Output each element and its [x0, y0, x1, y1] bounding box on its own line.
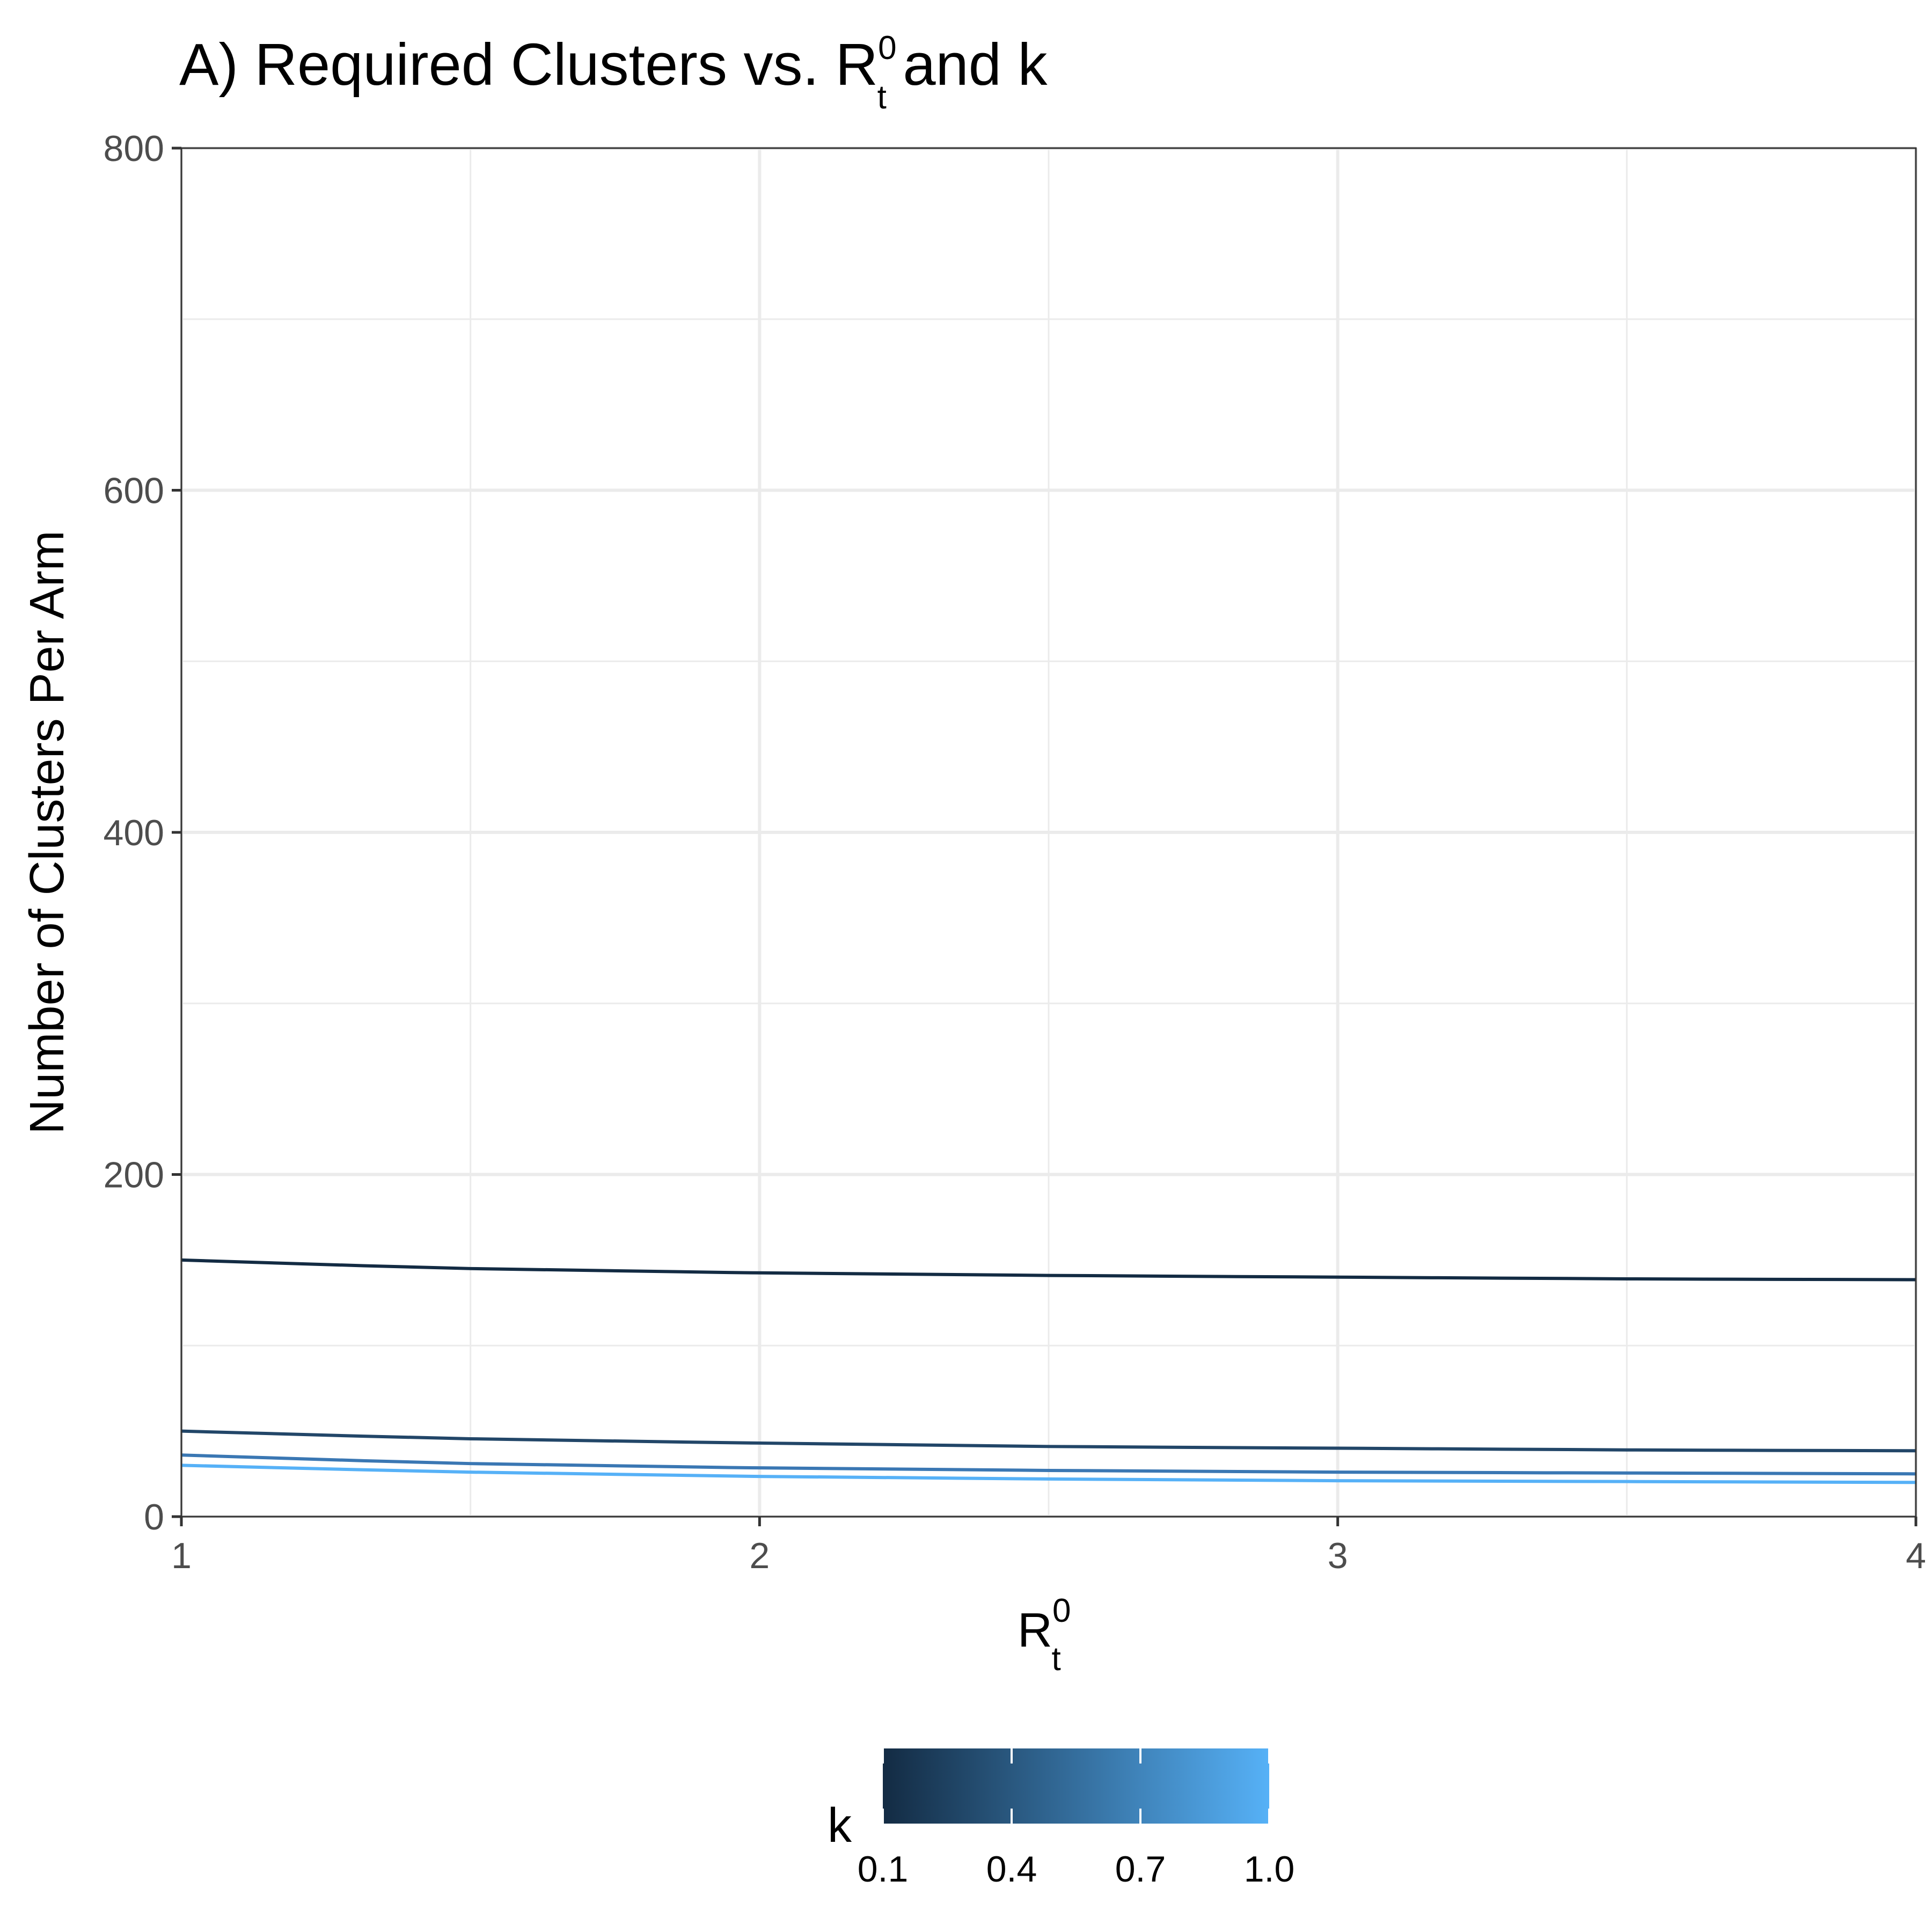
- y-tick-label: 600: [104, 471, 164, 511]
- title-suffix: and k: [887, 32, 1048, 98]
- x-tick-label: 2: [749, 1535, 770, 1576]
- x-axis-symbol: R: [1018, 1604, 1052, 1657]
- title-symbol: R: [836, 32, 878, 98]
- series-line-k-1: [181, 1463, 1916, 1484]
- y-axis-title: Number of Clusters Per Arm: [20, 530, 74, 1134]
- legend: k 0.1 0.4 0.7 1.0: [828, 1748, 1294, 1890]
- x-axis-title: R0 t: [1018, 1592, 1071, 1678]
- legend-tick-label: 0.4: [986, 1849, 1037, 1890]
- series-lines: [181, 1258, 1916, 1484]
- legend-colorbar: [883, 1748, 1269, 1824]
- y-tick-label: 0: [144, 1497, 164, 1538]
- legend-tick-label: 1.0: [1244, 1849, 1295, 1890]
- y-tick-label: 200: [104, 1155, 164, 1196]
- legend-title: k: [828, 1799, 852, 1853]
- legend-ticks: 0.1 0.4 0.7 1.0: [858, 1748, 1295, 1890]
- legend-tick-label: 0.7: [1115, 1849, 1166, 1890]
- y-tick-label: 800: [104, 128, 164, 169]
- x-tick-label: 1: [171, 1535, 192, 1576]
- chart-title: A) Required Clusters vs. R0 t and k: [179, 30, 1048, 116]
- title-prefix: A) Required Clusters vs.: [179, 32, 836, 98]
- legend-tick-label: 0.1: [858, 1849, 909, 1890]
- title-superscript: 0: [878, 30, 896, 67]
- y-axis: 0 200 400 600 800: [104, 128, 181, 1538]
- x-axis-subscript: t: [1051, 1641, 1060, 1678]
- x-axis: 1 2 3 4: [171, 1517, 1926, 1576]
- series-line-k-0.4: [181, 1429, 1916, 1453]
- y-tick-label: 400: [104, 813, 164, 853]
- series-line-k-0.7: [181, 1453, 1916, 1476]
- x-tick-label: 4: [1906, 1535, 1926, 1576]
- x-axis-superscript: 0: [1052, 1592, 1071, 1629]
- title-subscript: t: [877, 79, 887, 116]
- series-line-k-0.1: [181, 1258, 1916, 1282]
- x-tick-label: 3: [1328, 1535, 1348, 1576]
